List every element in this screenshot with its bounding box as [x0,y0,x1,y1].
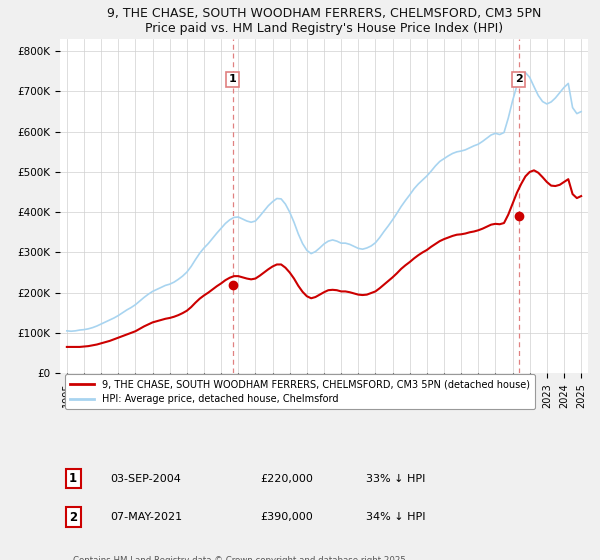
Text: 2: 2 [515,74,523,85]
Text: £390,000: £390,000 [260,512,313,522]
Text: 1: 1 [69,472,77,485]
Text: £220,000: £220,000 [260,474,314,483]
Text: 33% ↓ HPI: 33% ↓ HPI [366,474,425,483]
Text: 03-SEP-2004: 03-SEP-2004 [110,474,181,483]
Text: Contains HM Land Registry data © Crown copyright and database right 2025.
This d: Contains HM Land Registry data © Crown c… [73,556,409,560]
Text: 2: 2 [69,511,77,524]
Text: 07-MAY-2021: 07-MAY-2021 [110,512,182,522]
Legend: 9, THE CHASE, SOUTH WOODHAM FERRERS, CHELMSFORD, CM3 5PN (detached house), HPI: : 9, THE CHASE, SOUTH WOODHAM FERRERS, CHE… [65,375,535,409]
Text: 34% ↓ HPI: 34% ↓ HPI [366,512,426,522]
Title: 9, THE CHASE, SOUTH WOODHAM FERRERS, CHELMSFORD, CM3 5PN
Price paid vs. HM Land : 9, THE CHASE, SOUTH WOODHAM FERRERS, CHE… [107,7,541,35]
Text: 1: 1 [229,74,236,85]
